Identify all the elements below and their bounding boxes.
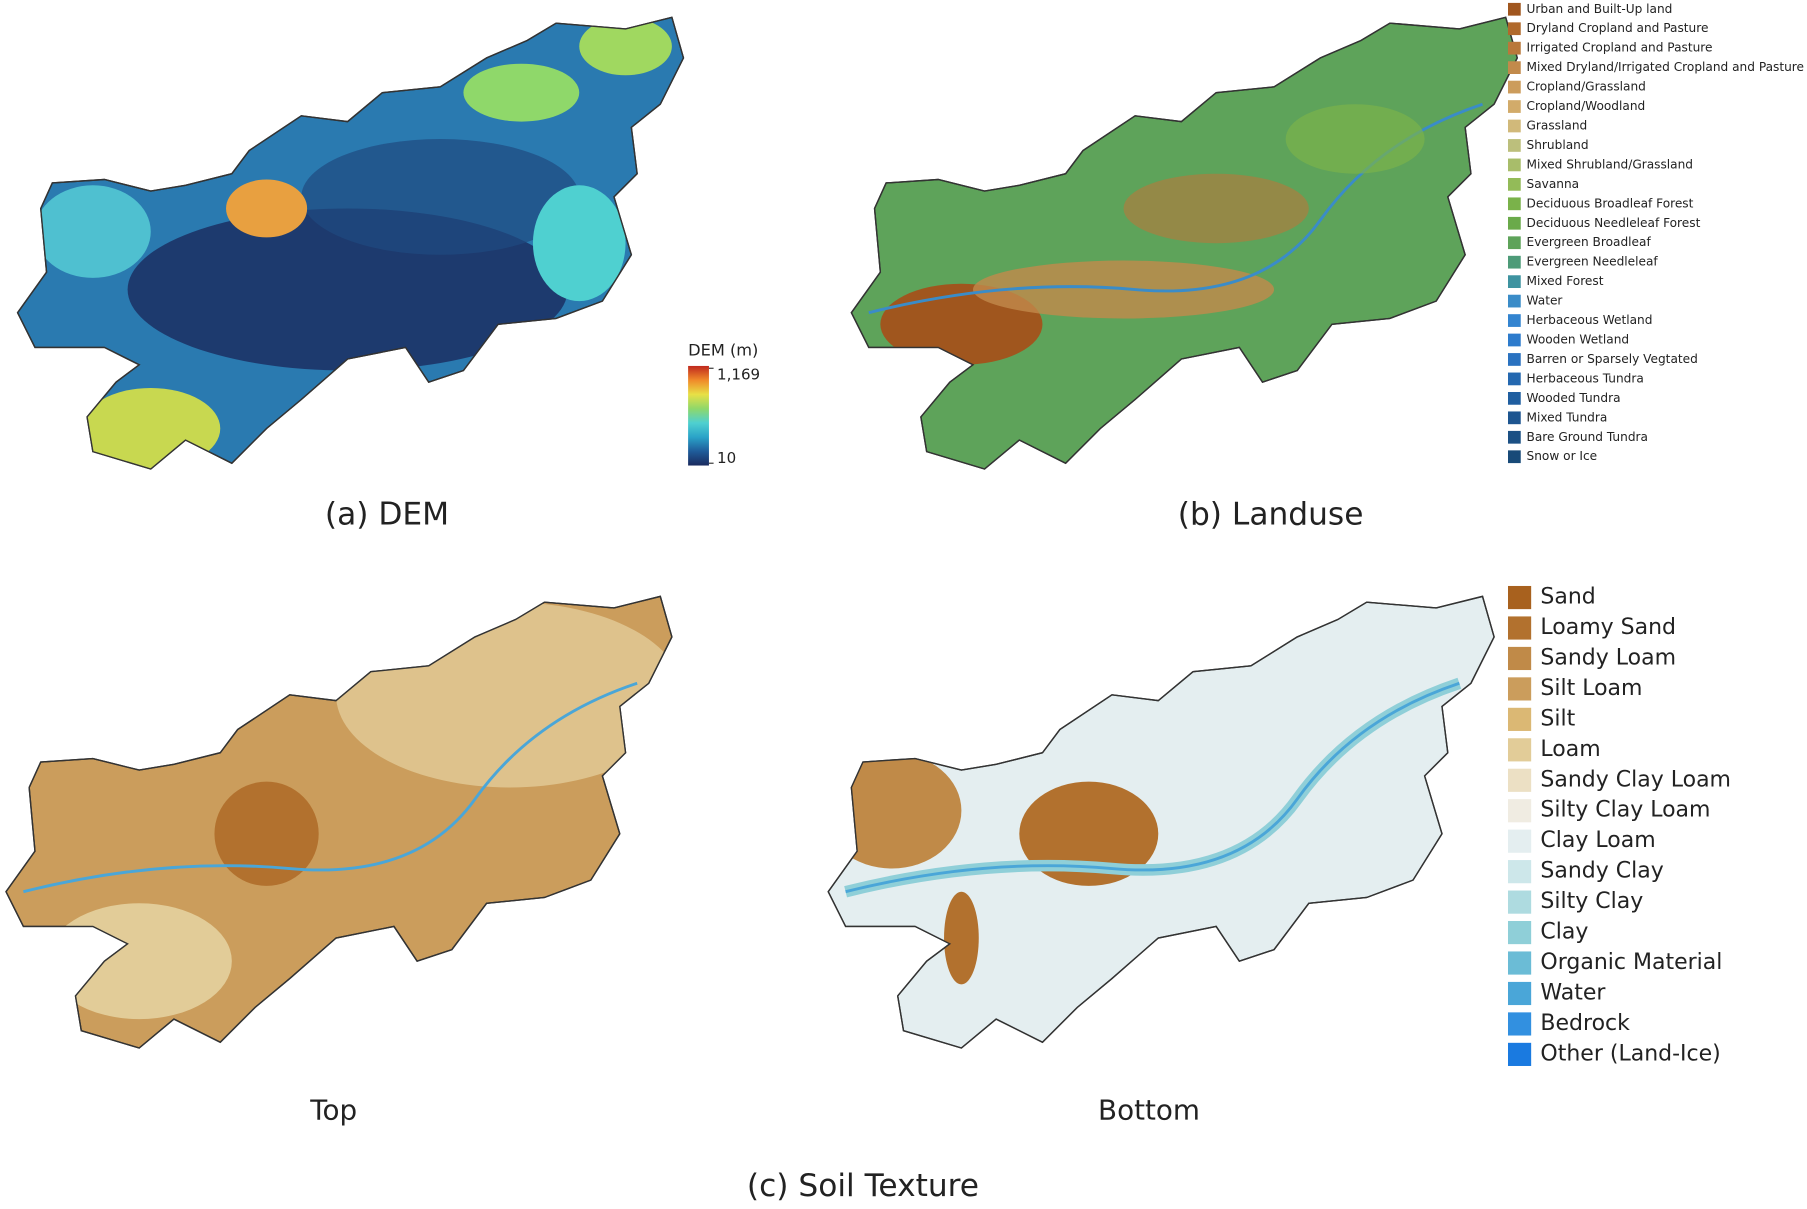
legend-swatch <box>1508 799 1532 823</box>
legend-swatch <box>1508 41 1521 55</box>
legend-swatch <box>1508 768 1532 792</box>
legend-label: Dryland Cropland and Pasture <box>1527 21 1709 35</box>
legend-swatch <box>1508 216 1521 230</box>
legend-label: Sandy Clay <box>1540 859 1663 884</box>
legend-swatch <box>1508 119 1521 133</box>
legend-label: Mixed Dryland/Irrigated Cropland and Pas… <box>1527 60 1805 74</box>
legend-label: Herbaceous Wetland <box>1527 313 1653 327</box>
legend-swatch <box>1508 585 1532 610</box>
legend-label: Silty Clay Loam <box>1540 798 1710 823</box>
legend-label: Clay Loam <box>1540 828 1655 853</box>
legend-swatch <box>1508 197 1521 211</box>
legend-label: Wooden Wetland <box>1527 333 1630 347</box>
legend-label: Barren or Sparsely Vegtated <box>1527 352 1698 366</box>
legend-label: Sandy Clay Loam <box>1540 767 1731 792</box>
legend-label: Organic Material <box>1540 950 1722 975</box>
legend-label: Loam <box>1540 737 1600 762</box>
legend-swatch <box>1508 80 1521 94</box>
legend-swatch <box>1508 139 1521 152</box>
legend-swatch <box>1508 372 1521 386</box>
legend-swatch <box>1508 22 1521 36</box>
legend-label: Mixed Tundra <box>1527 410 1608 424</box>
legend-label: Shrubland <box>1527 138 1589 152</box>
caption: (b) Landuse <box>1178 496 1364 532</box>
caption: Bottom <box>1098 1094 1200 1127</box>
soil-top-map <box>5 595 673 1049</box>
legend-swatch <box>1508 738 1532 762</box>
legend-label: Cropland/Woodland <box>1527 99 1646 113</box>
legend-label: Silt <box>1540 706 1575 731</box>
legend-label: Silt Loam <box>1540 676 1642 701</box>
legend-label: Other (Land-Ice) <box>1540 1041 1720 1066</box>
legend-label: Grassland <box>1527 118 1588 132</box>
colorbar-label: 10 <box>717 449 736 467</box>
landuse-map <box>850 16 1518 470</box>
legend-swatch <box>1508 314 1521 327</box>
legend-label: Mixed Forest <box>1527 274 1604 288</box>
caption: (c) Soil Texture <box>747 1168 979 1204</box>
legend-label: Bare Ground Tundra <box>1527 430 1648 444</box>
colorbar-label: 1,169 <box>717 366 760 384</box>
legend-label: Silty Clay <box>1540 889 1643 914</box>
legend-swatch <box>1508 430 1521 444</box>
legend-swatch <box>1508 353 1521 366</box>
legend-label: Cropland/Grassland <box>1527 80 1646 94</box>
dem-legend-title: DEM (m) <box>688 340 758 359</box>
legend-swatch <box>1508 450 1521 464</box>
legend-label: Evergreen Needleleaf <box>1527 255 1659 269</box>
legend-swatch <box>1508 951 1532 975</box>
legend-label: Sandy Loam <box>1540 645 1676 670</box>
legend-label: Bedrock <box>1540 1011 1630 1036</box>
legend-label: Clay <box>1540 920 1588 945</box>
legend-label: Deciduous Broadleaf Forest <box>1527 196 1694 210</box>
legend-swatch <box>1508 177 1521 191</box>
caption: Top <box>309 1094 357 1127</box>
legend-swatch <box>1508 920 1532 945</box>
legend-label: Mixed Shrubland/Grassland <box>1527 157 1694 171</box>
legend-swatch <box>1508 890 1532 914</box>
legend-label: Snow or Ice <box>1527 449 1598 463</box>
soil-bottom-map <box>827 595 1495 1049</box>
legend-label: Water <box>1527 294 1563 308</box>
colorbar <box>688 365 709 466</box>
legend-swatch <box>1508 100 1521 113</box>
legend-swatch <box>1508 61 1521 74</box>
legend-swatch <box>1508 294 1521 308</box>
legend-swatch <box>1508 646 1532 671</box>
legend-label: Deciduous Needleleaf Forest <box>1527 216 1701 230</box>
legend-swatch <box>1508 707 1532 731</box>
legend-swatch <box>1508 255 1521 269</box>
legend-label: Wooded Tundra <box>1527 391 1621 405</box>
legend-swatch <box>1508 411 1521 425</box>
legend-swatch <box>1508 2 1521 16</box>
legend-swatch <box>1508 616 1532 640</box>
legend-label: Herbaceous Tundra <box>1527 371 1644 385</box>
caption: (a) DEM <box>325 496 449 532</box>
legend-swatch <box>1508 1042 1532 1066</box>
legend-swatch <box>1508 860 1532 884</box>
legend-swatch <box>1508 275 1521 289</box>
legend-label: Irrigated Cropland and Pasture <box>1527 41 1713 55</box>
legend-swatch <box>1508 1012 1532 1036</box>
legend-label: Evergreen Broadleaf <box>1527 235 1652 249</box>
legend-label: Urban and Built-Up land <box>1527 2 1673 16</box>
legend-swatch <box>1508 236 1521 250</box>
dem-map <box>16 16 685 470</box>
legend-swatch <box>1508 677 1532 701</box>
legend-swatch <box>1508 981 1532 1006</box>
legend-label: Sand <box>1540 585 1595 610</box>
legend-label: Loamy Sand <box>1540 615 1676 640</box>
legend-swatch <box>1508 829 1532 853</box>
legend-label: Water <box>1540 980 1606 1005</box>
legend-swatch <box>1508 158 1521 172</box>
legend-swatch <box>1508 333 1521 347</box>
legend-label: Savanna <box>1527 177 1580 191</box>
legend-swatch <box>1508 391 1521 405</box>
